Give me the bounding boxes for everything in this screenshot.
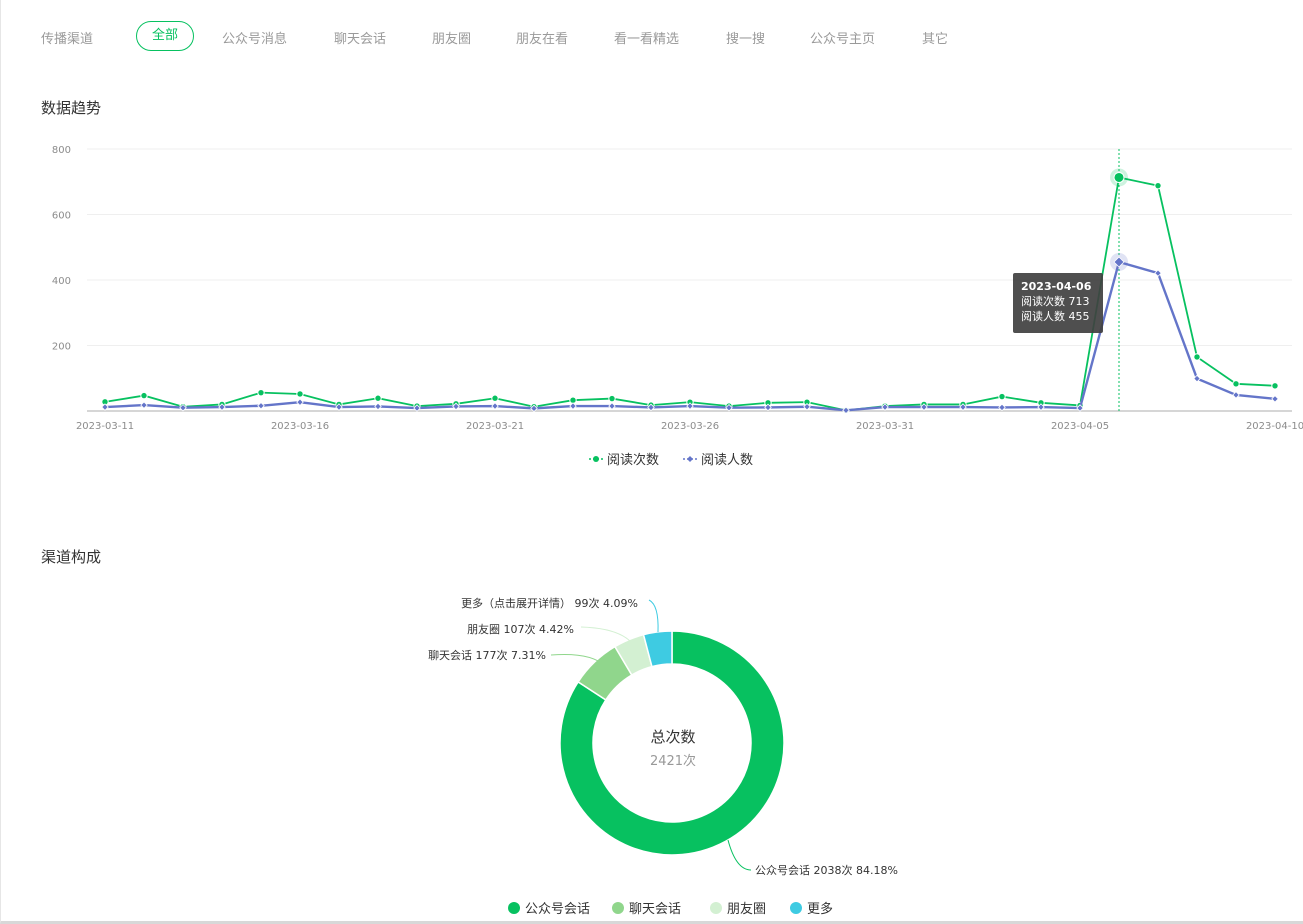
pie-legend-label: 聊天会话 (629, 902, 681, 917)
data-point-readers (257, 401, 265, 410)
x-tick-label: 2023-03-21 (466, 421, 524, 432)
tooltip-date: 2023-04-06 (1021, 280, 1092, 293)
tab-official-homepage[interactable]: 公众号主页 (810, 32, 876, 47)
data-point-readers (1113, 256, 1125, 268)
x-tick-label: 2023-03-11 (76, 421, 134, 432)
data-point-reads (491, 394, 499, 402)
trend-title: 数据趋势 (41, 99, 102, 117)
data-point-readers (179, 403, 187, 412)
pie-slice (642, 630, 673, 668)
pie-legend-marker (790, 902, 802, 914)
data-point-reads (1271, 382, 1279, 390)
legend-label: 阅读人数 (701, 453, 753, 468)
pie-leader-line (727, 839, 752, 871)
donut-center-title: 总次数 (650, 728, 696, 746)
pie-label: 聊天会话 177次 7.31% (428, 648, 546, 662)
data-point-readers (530, 404, 538, 413)
pie-legend-marker (612, 902, 624, 914)
data-point-readers (452, 402, 460, 411)
donut-center-value: 2421次 (649, 754, 697, 769)
tab-official-message[interactable]: 公众号消息 (222, 32, 288, 47)
tooltip-reads: 阅读次数 713 (1021, 295, 1090, 308)
data-point-reads (1193, 353, 1201, 361)
x-tick-label: 2023-03-26 (661, 421, 719, 432)
pie-legend-label: 更多 (807, 901, 833, 917)
data-point-readers (647, 403, 655, 412)
data-point-reads (140, 391, 148, 400)
data-point-reads (257, 388, 265, 397)
data-point-readers (140, 401, 148, 409)
data-point-reads (1113, 171, 1125, 183)
data-point-readers (1076, 404, 1084, 412)
channel-label: 传播渠道 (41, 32, 94, 47)
pie-legend-label: 朋友圈 (727, 901, 766, 917)
data-point-readers (842, 406, 850, 415)
pie-label: 更多（点击展开详情） 99次 4.09% (461, 596, 638, 610)
tooltip-readers: 阅读人数 455 (1021, 310, 1090, 323)
legend-marker-icon (593, 456, 599, 462)
data-point-readers (881, 403, 889, 411)
data-point-readers (491, 402, 499, 410)
data-point-readers (1193, 374, 1201, 383)
pie-slice (559, 630, 785, 856)
x-tick-label: 2023-04-10 (1246, 421, 1303, 432)
data-point-readers (725, 403, 733, 412)
tab-friends-watching[interactable]: 朋友在看 (516, 32, 569, 47)
data-point-readers (1154, 269, 1162, 277)
data-point-readers (374, 402, 382, 411)
tab-search[interactable]: 搜一搜 (726, 32, 766, 47)
data-point-readers (959, 403, 967, 411)
y-tick-label: 200 (52, 342, 71, 353)
data-point-readers (686, 402, 694, 410)
data-point-readers (335, 403, 343, 411)
chart-tooltip: 2023-04-06 阅读次数 713 阅读人数 455 (1013, 273, 1103, 333)
x-tick-label: 2023-03-31 (856, 421, 914, 432)
data-point-readers (413, 404, 421, 412)
data-point-readers (218, 403, 226, 411)
data-point-readers (1232, 391, 1240, 399)
y-tick-label: 800 (52, 145, 71, 156)
x-tick-label: 2023-03-16 (271, 421, 329, 432)
channel-tabs: 传播渠道 全部 公众号消息 聊天会话 朋友圈 朋友在看 看一看精选 搜一搜 公众… (1, 18, 1303, 54)
pie-legend-label: 公众号会话 (525, 902, 590, 917)
data-point-readers (608, 402, 616, 410)
pie-label: 公众号会话 2038次 84.18% (755, 863, 898, 877)
data-point-reads (608, 394, 616, 403)
y-tick-label: 600 (52, 211, 71, 222)
composition-title: 渠道构成 (41, 548, 102, 566)
x-tick-label: 2023-04-05 (1051, 421, 1109, 432)
tab-chat[interactable]: 聊天会话 (334, 32, 387, 47)
data-point-reads (1154, 181, 1162, 190)
data-point-reads (1232, 380, 1240, 388)
data-point-readers (296, 398, 304, 406)
data-point-reads (998, 392, 1006, 401)
pie-legend-marker (508, 902, 520, 914)
y-tick-label: 400 (52, 276, 71, 287)
data-point-readers (1037, 403, 1045, 411)
legend-label: 阅读次数 (607, 452, 659, 468)
data-point-reads (296, 390, 304, 398)
data-point-reads (374, 394, 382, 402)
data-point-readers (803, 402, 811, 411)
pie-legend-marker (710, 902, 722, 914)
data-point-readers (1271, 395, 1279, 403)
pie-label: 朋友圈 107次 4.42% (467, 622, 574, 636)
tab-other[interactable]: 其它 (922, 32, 949, 47)
pie-leader-line (550, 654, 606, 667)
data-point-readers (764, 403, 772, 412)
data-point-readers (569, 402, 577, 410)
data-point-readers (998, 403, 1006, 412)
pie-leader-line (648, 599, 659, 633)
legend-marker-icon (687, 456, 693, 462)
tab-moments[interactable]: 朋友圈 (432, 32, 472, 47)
data-point-readers (920, 403, 928, 411)
tab-top-stories[interactable]: 看一看精选 (614, 32, 680, 47)
tab-all[interactable]: 全部 (136, 21, 194, 51)
data-point-readers (101, 403, 109, 411)
pie-leader-line (580, 626, 631, 642)
